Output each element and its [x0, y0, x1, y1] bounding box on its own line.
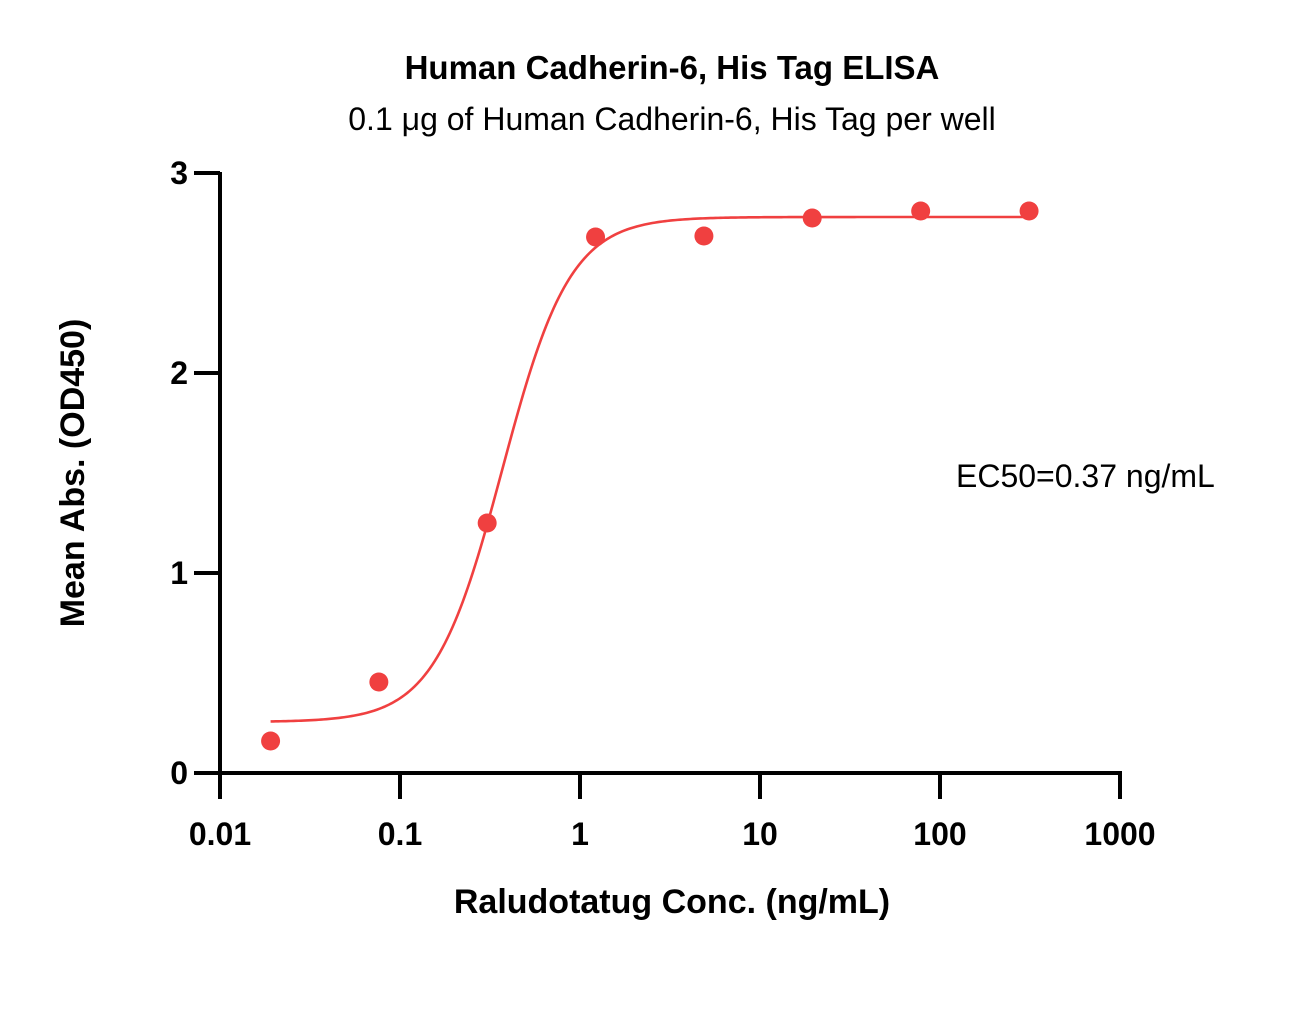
data-point	[1019, 201, 1039, 221]
y-tick-label: 1	[170, 555, 188, 591]
y-tick-label: 2	[170, 355, 188, 391]
data-points	[261, 201, 1039, 751]
data-point	[477, 513, 497, 533]
x-tick-label: 0.1	[378, 816, 422, 852]
x-axis-label: Raludotatug Conc. (ng/mL)	[454, 883, 890, 921]
data-point	[911, 201, 931, 221]
data-point	[586, 227, 606, 247]
ec50-annotation: EC50=0.37 ng/mL	[956, 458, 1215, 494]
fit-curve	[270, 215, 1030, 723]
axes	[218, 172, 1122, 775]
data-point	[694, 226, 714, 246]
y-axis-label: Mean Abs. (OD450)	[54, 319, 92, 628]
y-tick-label: 0	[170, 755, 188, 791]
y-tick-label: 3	[170, 155, 188, 191]
x-tick-label: 10	[742, 816, 778, 852]
data-point	[369, 672, 389, 692]
x-tick-label: 1	[571, 816, 589, 852]
y-ticks: 0 1 2 3	[170, 155, 220, 791]
data-point	[802, 208, 822, 228]
x-tick-label: 0.01	[189, 816, 251, 852]
x-tick-label: 1000	[1084, 816, 1155, 852]
x-ticks: 0.01 0.1 1 10 100 1000	[189, 773, 1156, 852]
data-point	[261, 731, 281, 751]
x-tick-label: 100	[913, 816, 966, 852]
chart-title: Human Cadherin-6, His Tag ELISA	[405, 49, 940, 86]
chart-subtitle: 0.1 μg of Human Cadherin-6, His Tag per …	[348, 101, 996, 137]
